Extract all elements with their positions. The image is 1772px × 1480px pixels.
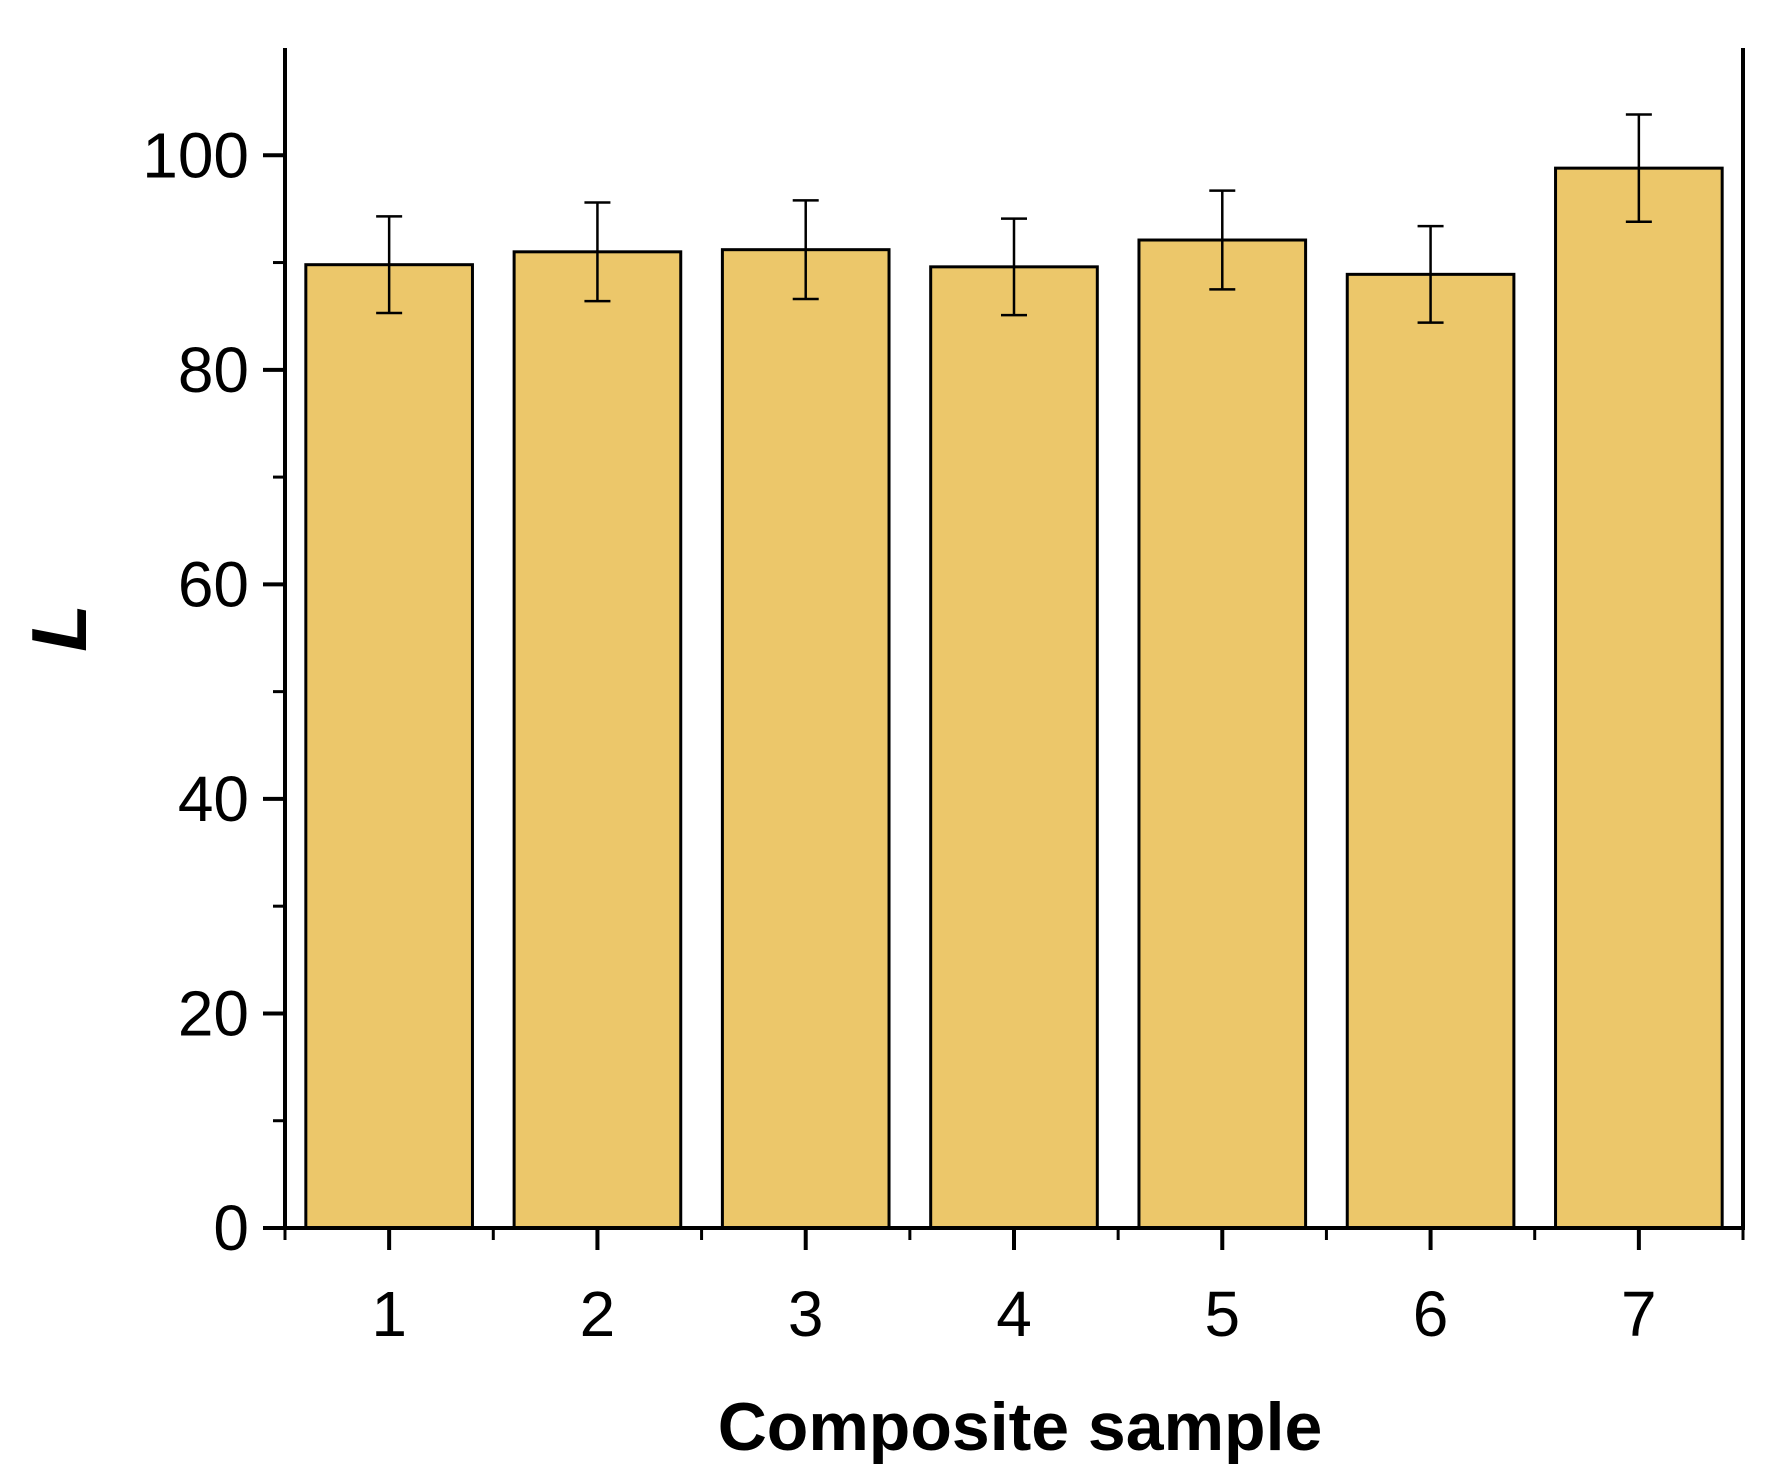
x-tick-label-5: 5 xyxy=(1204,1278,1240,1350)
bar-5 xyxy=(1137,238,1308,1230)
error-bar-1 xyxy=(376,215,403,315)
bar-3 xyxy=(720,248,891,1230)
x-tick-label-3: 3 xyxy=(788,1278,824,1350)
bar-6 xyxy=(1345,272,1516,1230)
bar-2 xyxy=(512,250,683,1230)
x-tick-label-2: 2 xyxy=(580,1278,616,1350)
ticks-layer xyxy=(263,153,1745,1250)
error-bar-6 xyxy=(1417,224,1444,324)
y-axis-title: L xyxy=(15,604,103,652)
bar-4 xyxy=(929,265,1099,1230)
y-tick-label-20: 20 xyxy=(178,977,249,1049)
tick-labels-layer: 0 20 40 60 80 100 1 2 3 4 5 6 7 xyxy=(142,119,1656,1350)
y-tick-label-100: 100 xyxy=(142,119,249,191)
y-tick-label-40: 40 xyxy=(178,763,249,835)
y-tick-label-80: 80 xyxy=(178,334,249,406)
y-tick-label-60: 60 xyxy=(178,548,249,620)
bars-layer xyxy=(304,166,1724,1230)
x-tick-label-6: 6 xyxy=(1413,1278,1449,1350)
error-bar-7 xyxy=(1625,113,1652,224)
x-tick-label-1: 1 xyxy=(371,1278,407,1350)
error-bar-5 xyxy=(1209,189,1236,291)
x-axis-title: Composite sample xyxy=(718,1389,1323,1465)
error-bar-3 xyxy=(792,199,819,301)
x-tick-label-4: 4 xyxy=(996,1278,1032,1350)
error-bar-2 xyxy=(584,201,611,303)
bar-1 xyxy=(304,263,474,1230)
y-tick-label-0: 0 xyxy=(213,1192,249,1264)
error-bar-4 xyxy=(1001,217,1027,317)
error-bars-layer xyxy=(376,113,1652,324)
x-tick-label-7: 7 xyxy=(1621,1278,1657,1350)
bar-7 xyxy=(1554,166,1724,1230)
